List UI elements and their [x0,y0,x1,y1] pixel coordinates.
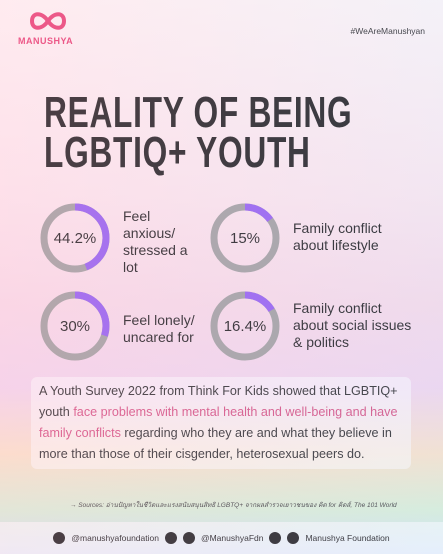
sources: → Sources: อ่านปัญหาในชีวิตและแรงสนับสนุ… [70,502,397,509]
linkedin-icon [269,532,282,544]
ring-label: 30% [60,318,90,335]
ring-arc [40,291,110,361]
summary: A Youth Survey 2022 from Think For Kids … [31,377,411,469]
ring-label: 15% [230,230,260,247]
ring-arc [40,203,110,273]
social-handle: Manushya Foundation [305,533,390,543]
youtube-icon [287,532,300,544]
ring-arc [210,291,280,361]
facebook-icon [182,532,195,544]
instagram-icon [53,532,66,544]
ring-label: 16.4% [224,318,267,335]
hashtag: #WeAreManushyan [350,26,426,36]
logo-text: MANUSHYA [18,36,74,46]
stat-text: Feel anxious/ stressed a lot [123,208,188,275]
stat-text: Feel lonely/ uncared for [123,312,195,345]
social-bar: @manushyafoundation @ManushyaFdn Manushy… [0,522,443,554]
stat-text: Family conflict about social issues & po… [293,300,412,350]
logo-icon [29,12,67,30]
social-handle: @manushyafoundation [71,533,159,543]
stat-rings: 44.2% 15% 30% 16.4% [40,203,280,361]
ring-label: 44.2% [54,230,97,247]
title-line: REALITY OF BEING [44,88,353,137]
summary-segment: regarding who they are and what they bel… [39,426,392,461]
title-line: LGBTIQ+ YOUTH [44,128,311,177]
ring-arc [210,203,280,273]
stat-text: Family conflict about lifestyle [293,220,382,253]
summary-segment: face problems with mental health and wel… [39,405,398,440]
twitter-icon [164,532,177,544]
social-handle: @ManushyaFdn [200,533,264,543]
summary-segment: A Youth Survey 2022 from Think For Kids … [39,384,398,419]
